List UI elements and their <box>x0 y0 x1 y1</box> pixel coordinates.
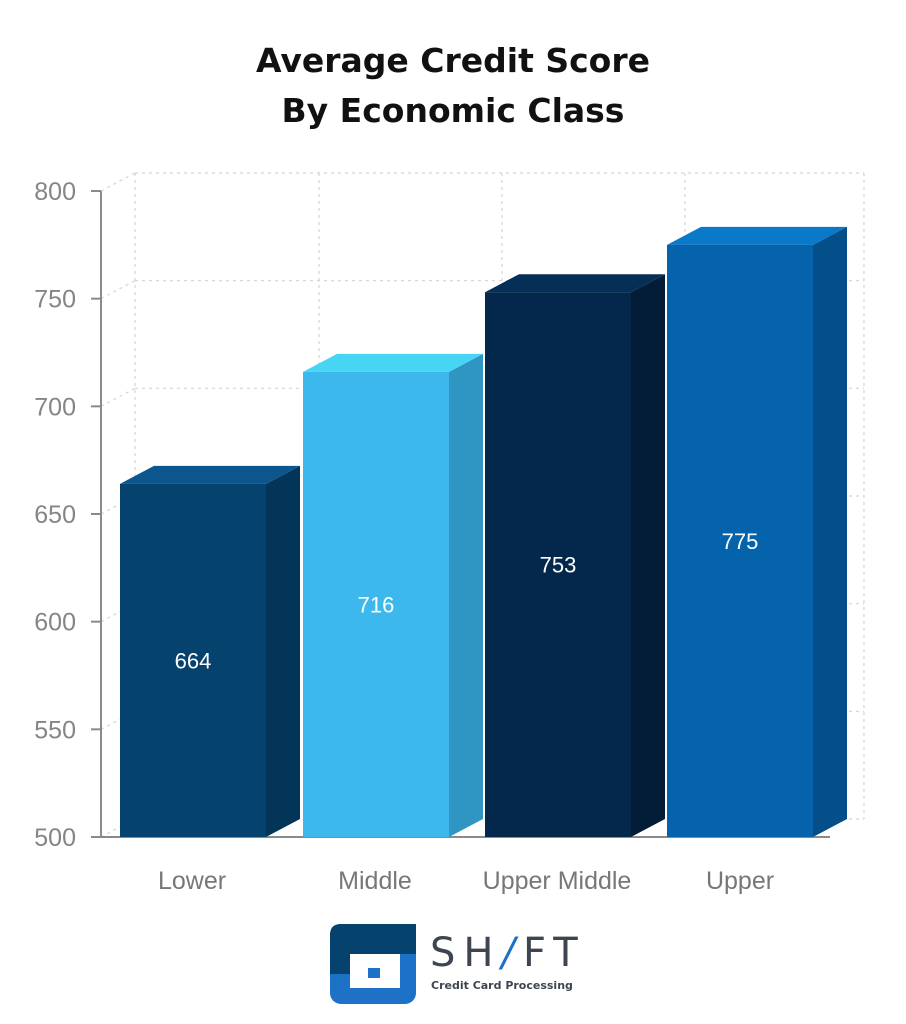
bar-side <box>449 353 483 837</box>
gridline-diag-700 <box>100 387 136 407</box>
bar-upper-middle <box>485 274 665 837</box>
bar-front <box>120 483 266 837</box>
chart-title: Average Credit Score By Economic Class <box>0 36 906 136</box>
x-tick-label-2: Upper Middle <box>483 867 632 895</box>
chart-bars <box>120 226 847 838</box>
bar-front <box>485 292 631 837</box>
shift-logo-wordmark: SH/FT <box>430 930 586 976</box>
bar-upper <box>667 226 847 838</box>
y-tick-label-750: 750 <box>34 286 76 314</box>
logo-word-end: FT <box>522 930 586 976</box>
bar-front <box>667 244 813 838</box>
bar-side <box>813 226 847 838</box>
chart-labels: 500 550 600 650 700 750 800 664 716 753 775 Lower Mi… <box>34 178 774 895</box>
y-tick-label-500: 500 <box>34 824 76 852</box>
logo-word-slash: / <box>501 930 523 976</box>
y-tick-label-700: 700 <box>34 393 76 421</box>
y-tick-label-800: 800 <box>34 178 76 206</box>
chart-title-line-2: By Economic Class <box>281 91 625 130</box>
chart-title-line-1: Average Credit Score <box>255 41 651 80</box>
bar-top <box>120 465 300 484</box>
data-label-1: 716 <box>358 592 395 617</box>
data-label-0: 664 <box>175 648 212 673</box>
bar-top <box>667 226 847 245</box>
logo-word-start: SH <box>430 930 502 976</box>
bar-front <box>303 371 449 837</box>
gridline-diag-750 <box>100 280 136 300</box>
x-tick-label-3: Upper <box>706 867 774 895</box>
bar-side <box>266 465 300 837</box>
data-label-2: 753 <box>540 553 577 578</box>
x-tick-label-0: Lower <box>158 867 226 895</box>
y-tick-label-650: 650 <box>34 501 76 529</box>
data-label-3: 775 <box>722 529 759 554</box>
shift-logo-tagline: Credit Card Processing <box>431 979 573 992</box>
bar-side <box>631 274 665 837</box>
shift-logo: SH/FT Credit Card Processing <box>330 924 590 1004</box>
shift-logo-mark <box>330 924 416 1004</box>
y-tick-label-550: 550 <box>34 716 76 744</box>
y-tick-label-600: 600 <box>34 609 76 637</box>
bar-top <box>303 353 483 372</box>
bar-middle <box>303 353 483 837</box>
bar-top <box>485 274 665 293</box>
gridline-diag-800 <box>100 172 136 192</box>
bar-lower <box>120 465 300 837</box>
x-tick-label-1: Middle <box>338 867 412 895</box>
